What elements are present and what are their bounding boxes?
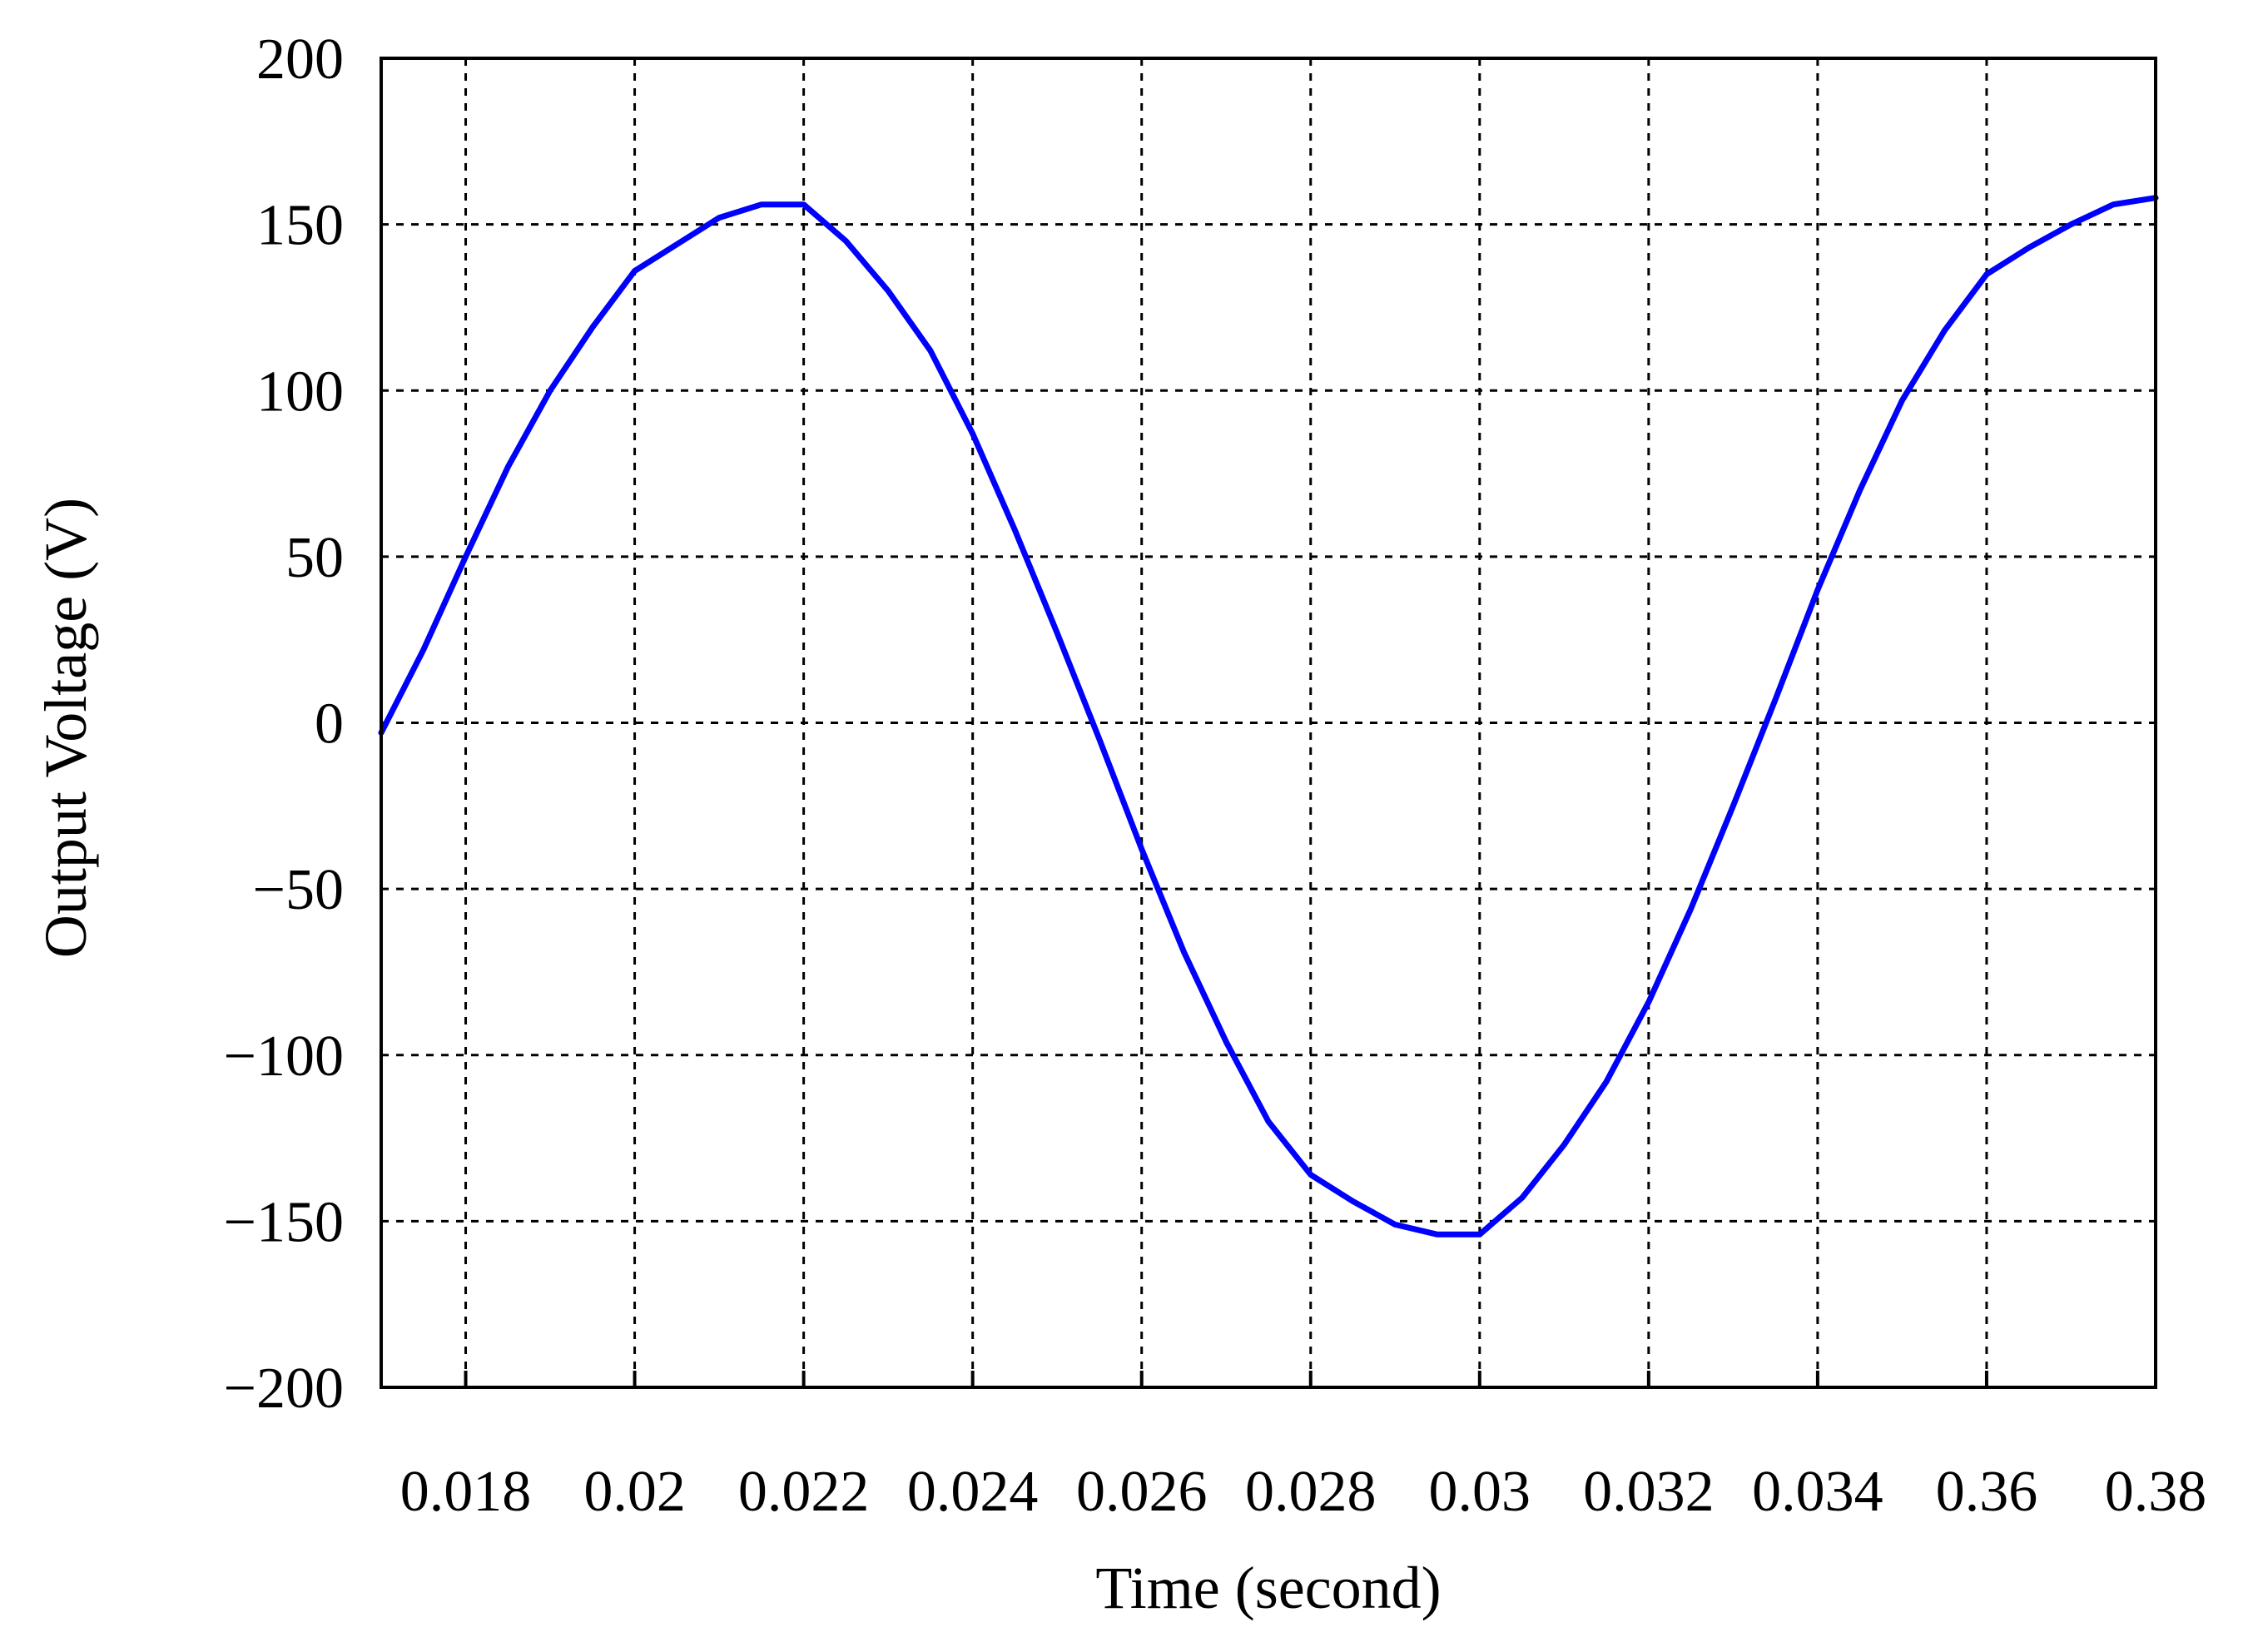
x-tick-label: 0.36 [1936, 1460, 2038, 1524]
x-tick-label: 0.024 [907, 1460, 1039, 1524]
y-tick-label: 200 [256, 27, 344, 92]
x-tick-label: 0.026 [1076, 1460, 1208, 1524]
y-tick-label: 0 [315, 692, 344, 757]
x-tick-label: 0.022 [738, 1460, 870, 1524]
y-tick-label: 50 [285, 526, 344, 590]
y-axis-label: Output Voltage (V) [32, 498, 99, 958]
x-tick-label: 0.034 [1752, 1460, 1883, 1524]
x-axis-ticks: 0.018 0.02 0.022 0.024 0.026 0.028 0.03 0.032 0.… [400, 1371, 2206, 1524]
y-tick-label: −50 [253, 858, 344, 922]
x-tick-label: 0.018 [400, 1460, 532, 1524]
y-tick-label: 100 [256, 360, 344, 424]
y-axis-ticks: 200 150 100 50 0 −50 −100 −150 −200 [224, 27, 344, 1421]
x-tick-label: 0.38 [2105, 1460, 2207, 1524]
output-voltage-line [378, 195, 2159, 1238]
y-tick-label: −150 [224, 1190, 344, 1254]
x-tick-label: 0.02 [583, 1460, 686, 1524]
y-tick-label: −100 [224, 1024, 344, 1089]
grid [381, 58, 2156, 1387]
y-tick-label: 150 [256, 194, 344, 258]
y-tick-label: −200 [224, 1357, 344, 1421]
x-tick-label: 0.03 [1429, 1460, 1531, 1524]
x-tick-label: 0.028 [1245, 1460, 1377, 1524]
x-axis-label: Time (second) [1095, 1555, 1441, 1621]
x-tick-label: 0.032 [1583, 1460, 1715, 1524]
plot-frame [380, 57, 2157, 1389]
